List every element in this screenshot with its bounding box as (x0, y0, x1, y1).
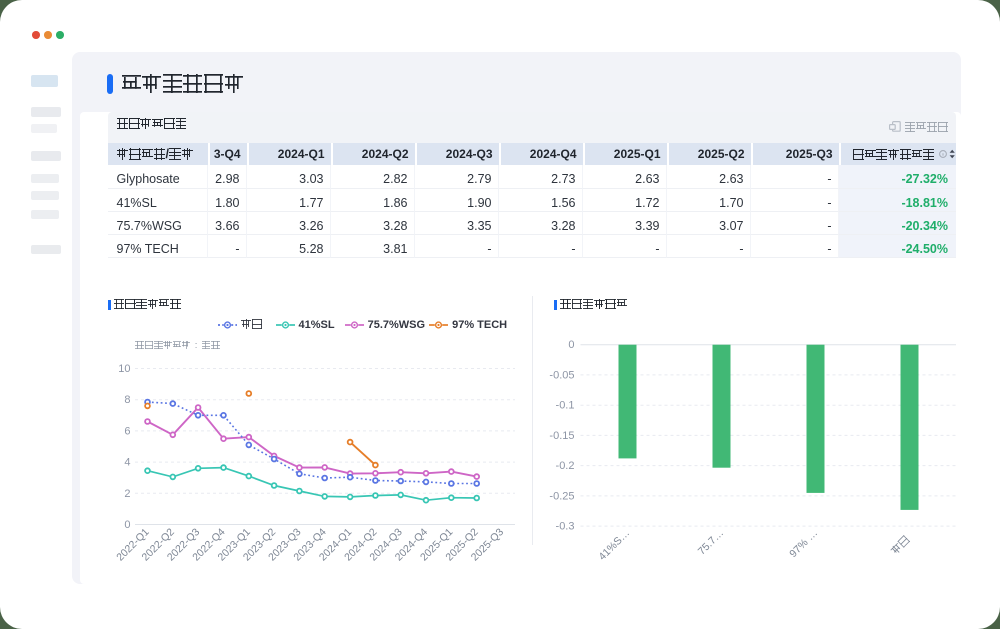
svg-text:6: 6 (124, 425, 130, 437)
svg-text:2: 2 (124, 488, 130, 500)
svg-text:8: 8 (124, 394, 130, 406)
svg-text:41%S…: 41%S… (596, 527, 632, 563)
svg-text:4: 4 (124, 457, 130, 469)
svg-text:-0.3: -0.3 (556, 521, 575, 533)
svg-text:-0.2: -0.2 (556, 460, 575, 472)
svg-text:-0.1: -0.1 (556, 400, 575, 412)
svg-text:0: 0 (568, 339, 574, 351)
svg-text:0: 0 (124, 519, 130, 531)
svg-text:-0.15: -0.15 (549, 430, 574, 442)
svg-text:-0.05: -0.05 (549, 369, 574, 381)
svg-text:-0.25: -0.25 (549, 490, 574, 502)
svg-text:97% …: 97% … (787, 527, 820, 560)
svg-text:75.7…: 75.7… (696, 527, 726, 557)
svg-text:10: 10 (118, 363, 130, 375)
